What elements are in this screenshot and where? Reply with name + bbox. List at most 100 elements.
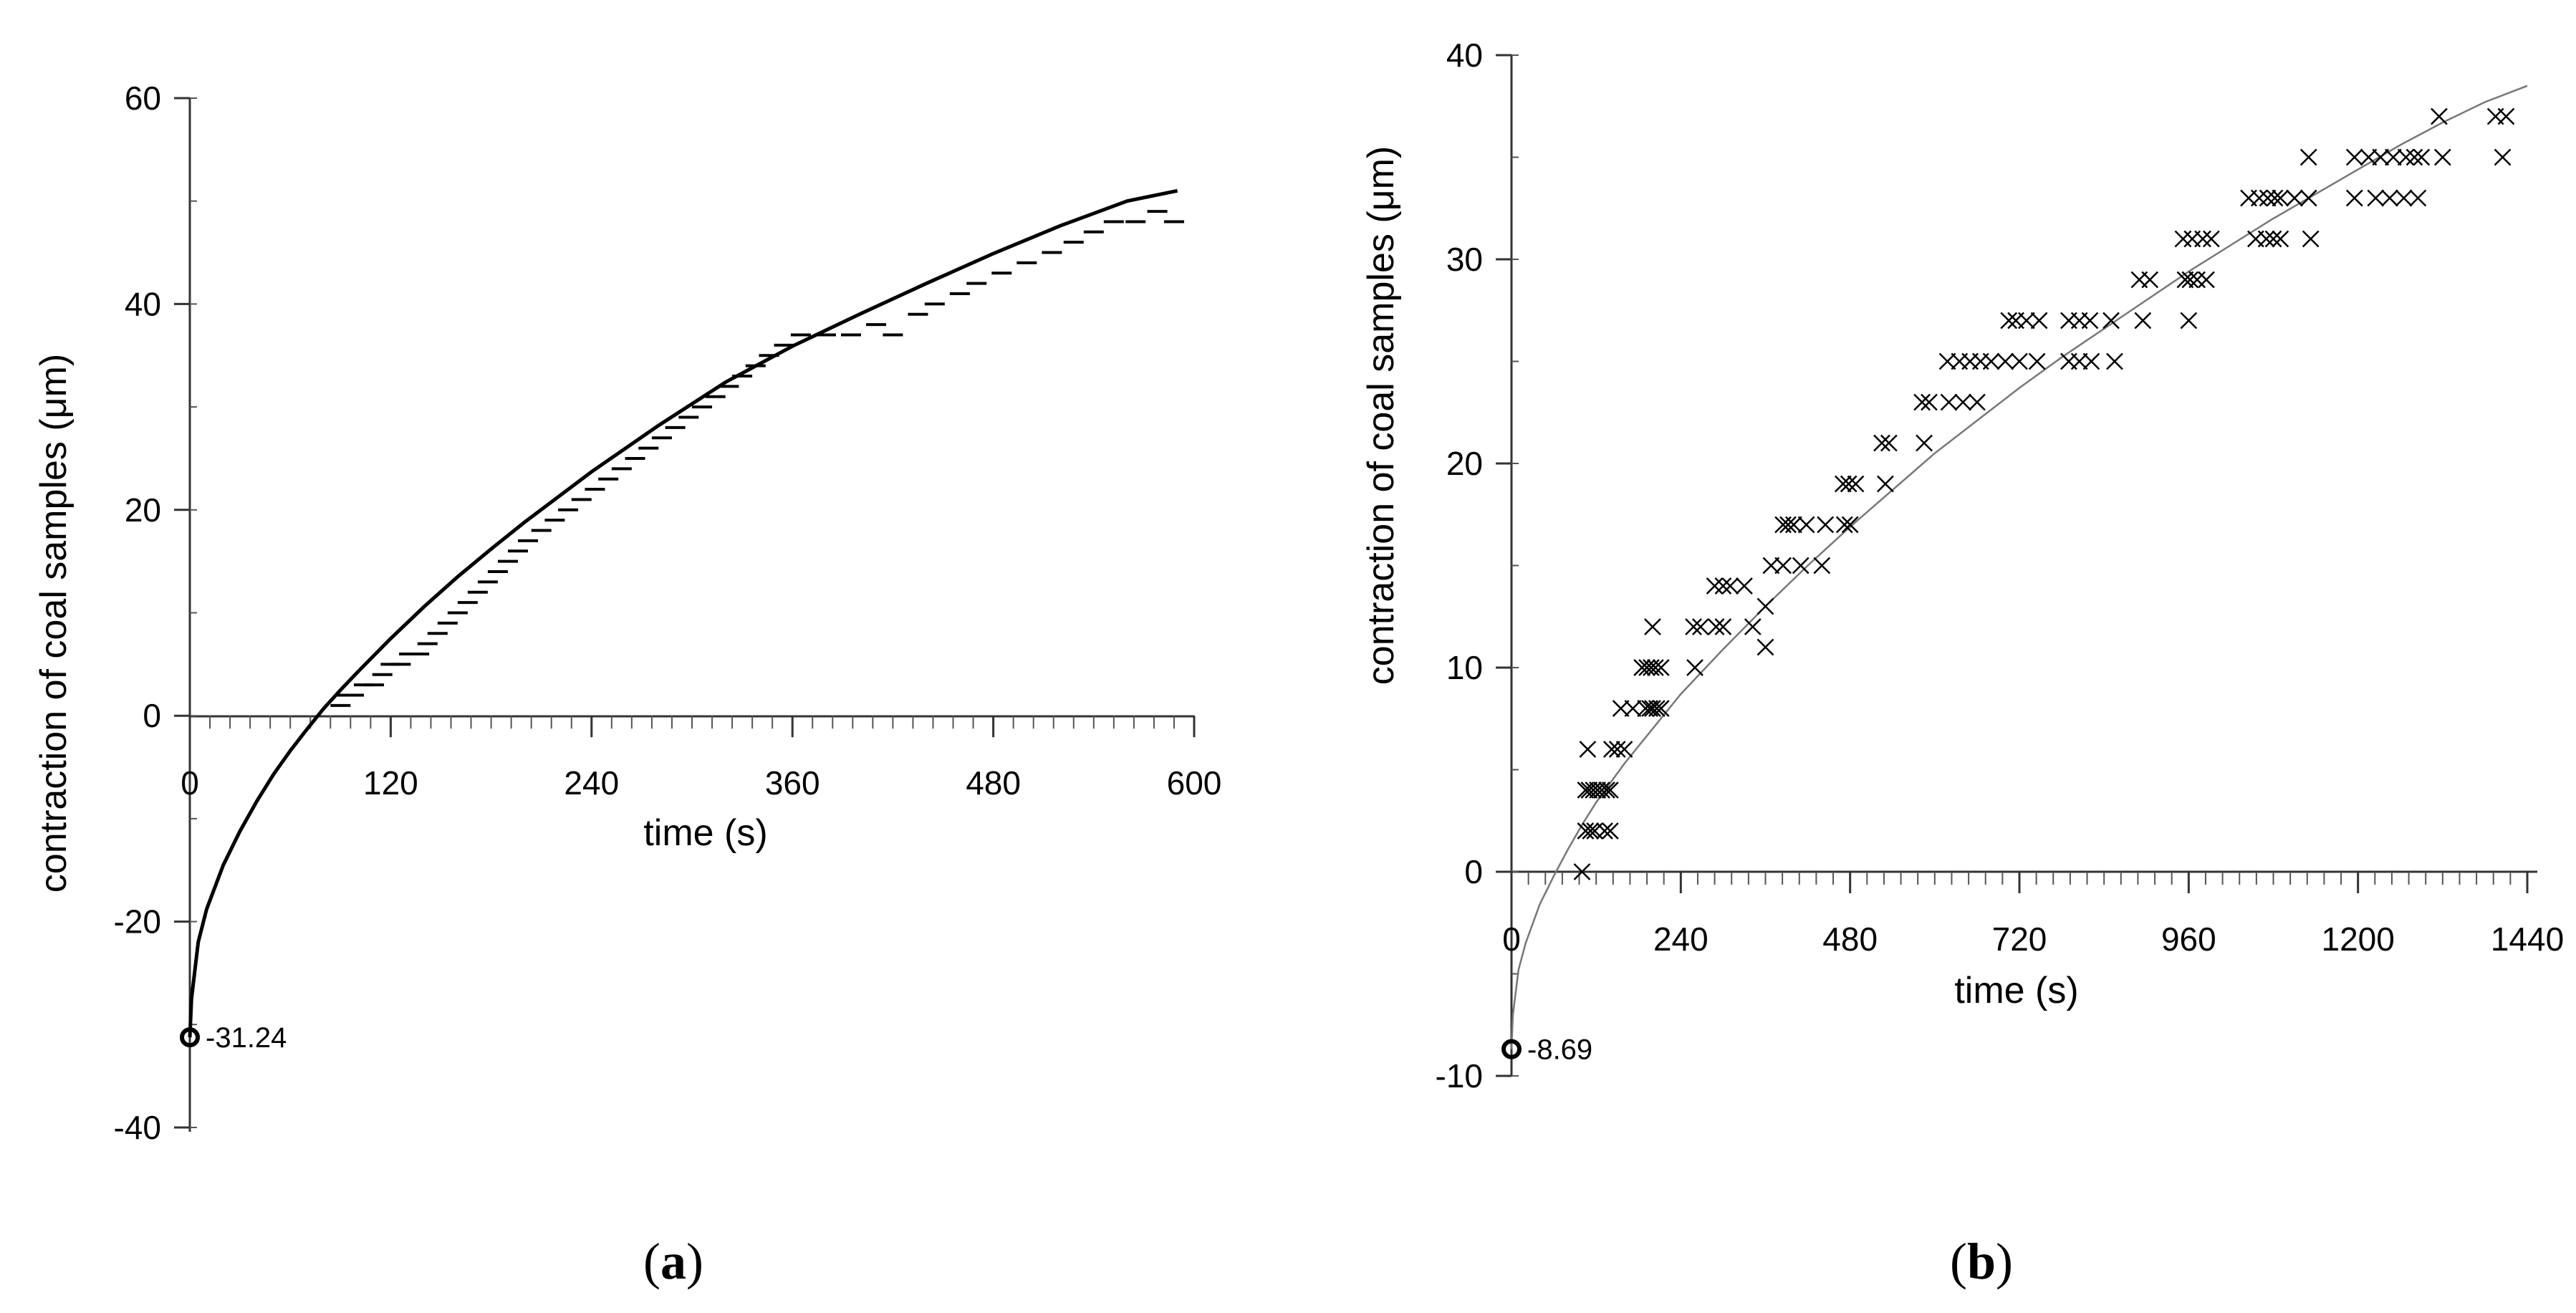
panel-b-origin-marker <box>1501 1039 1522 1059</box>
panel-a-y-label: contraction of coal samples (μm) <box>33 354 75 893</box>
b-data-point <box>1652 659 1670 676</box>
b-data-point <box>1873 434 1890 452</box>
b-data-point <box>1779 516 1797 534</box>
b-data-point <box>1880 434 1898 452</box>
b-data-point <box>1840 475 1857 493</box>
b-data-point <box>1847 475 1865 493</box>
a-y-tick-label: 0 <box>143 697 161 734</box>
b-data-point <box>2367 189 2385 207</box>
b-x-tick-label: 960 <box>2161 920 2216 958</box>
panel-b-y-label: contraction of coal samples (μm) <box>1360 146 1402 685</box>
b-data-point <box>1579 741 1597 758</box>
b-data-point <box>1954 393 1972 411</box>
b-data-point <box>2272 230 2289 248</box>
b-y-tick-label: 10 <box>1446 649 1483 686</box>
b-data-point <box>2176 271 2194 289</box>
b-x-tick-label: 480 <box>1822 920 1878 958</box>
b-data-point <box>1940 393 1958 411</box>
panel-b-data-points <box>1573 107 2515 880</box>
b-x-tick-label: 1200 <box>2321 920 2394 958</box>
b-data-point <box>1969 393 1986 411</box>
b-data-point <box>1646 659 1664 676</box>
b-data-point <box>2299 189 2317 207</box>
b-data-point <box>1596 822 1613 840</box>
svg-text:(: ( <box>1950 1233 1967 1290</box>
b-data-point <box>2180 312 2198 330</box>
panel-a-fit-curve <box>188 188 1178 1038</box>
a-y-tick-label: 40 <box>125 285 161 322</box>
b-y-tick-label: 40 <box>1446 37 1483 74</box>
chart-panel-a: -40 -20 0 20 40 60 0 120 240 360 480 600 -31.24 ti… <box>33 80 1221 1290</box>
b-data-point <box>1721 577 1739 595</box>
svg-text:): ) <box>686 1233 703 1290</box>
b-data-point <box>2433 148 2451 166</box>
b-data-point <box>1774 557 1792 574</box>
b-x-tick-label: 0 <box>1502 920 1521 958</box>
a-y-tick-label: 60 <box>125 80 161 117</box>
b-y-tick-label: 0 <box>1464 853 1483 890</box>
b-data-point <box>2028 352 2046 370</box>
b-data-point <box>1736 577 1753 595</box>
a-x-tick-label: 600 <box>1167 764 1222 802</box>
b-data-point <box>2017 312 2035 330</box>
b-data-point <box>1692 618 1709 635</box>
b-data-point <box>1577 781 1595 799</box>
svg-text:): ) <box>1996 1233 2013 1290</box>
panel-b-y-ticks: -10 0 10 20 30 40 <box>1436 37 1512 1095</box>
b-data-point <box>1652 700 1670 717</box>
b-data-point <box>2082 352 2100 370</box>
b-data-point <box>1762 557 1780 574</box>
b-data-point <box>2266 189 2284 207</box>
chart-panel-b: -10 0 10 20 30 40 0 240 480 720 960 1200 1440 -8.69… <box>1360 37 2564 1290</box>
b-data-point <box>1644 700 1661 717</box>
b-data-point <box>1601 781 1619 799</box>
svg-text:(: ( <box>643 1233 660 1290</box>
b-data-point <box>2397 148 2415 166</box>
b-data-point <box>1615 741 1633 758</box>
b-data-point <box>1593 781 1610 799</box>
b-data-point <box>1601 822 1619 840</box>
b-data-point <box>2174 230 2192 248</box>
b-data-point <box>1744 618 1762 635</box>
b-data-point <box>2409 189 2427 207</box>
b-data-point <box>1797 516 1815 534</box>
b-data-point <box>2202 230 2220 248</box>
b-data-point <box>2395 189 2413 207</box>
panel-a-y-ticks: -40 -20 0 20 40 60 <box>114 80 190 1146</box>
b-data-point <box>2299 148 2317 166</box>
b-data-point <box>2413 148 2431 166</box>
b-data-point <box>1921 393 1938 411</box>
b-y-tick-label: 20 <box>1446 445 1483 482</box>
a-y-tick-label: -20 <box>114 903 161 941</box>
b-data-point <box>2264 230 2282 248</box>
a-y-tick-label: 20 <box>125 491 161 529</box>
b-data-point <box>2345 189 2363 207</box>
panel-b-annotation: -8.69 <box>1527 1034 1592 1066</box>
b-data-point <box>1608 741 1626 758</box>
b-data-point <box>1982 352 2000 370</box>
b-data-point <box>2381 189 2398 207</box>
a-y-tick-label: -40 <box>114 1109 161 1146</box>
b-data-point <box>1633 659 1651 676</box>
b-data-point <box>2345 148 2363 166</box>
b-data-point <box>1582 822 1600 840</box>
b-data-point <box>2134 312 2152 330</box>
b-data-point <box>1573 863 1591 880</box>
b-x-tick-label: 720 <box>1992 920 2047 958</box>
b-data-point <box>2011 352 2028 370</box>
b-data-point <box>2070 352 2088 370</box>
b-y-tick-label: 30 <box>1446 241 1483 278</box>
b-data-point <box>2198 271 2215 289</box>
panel-a-origin-marker <box>180 1027 200 1048</box>
b-data-point <box>1996 352 2014 370</box>
b-data-point <box>1817 516 1835 534</box>
b-data-point <box>2497 107 2515 125</box>
a-x-tick-label: 120 <box>363 764 418 802</box>
panel-a-data-points <box>330 210 1184 707</box>
b-data-point <box>1577 822 1595 840</box>
b-y-tick-label: -10 <box>1436 1057 1483 1095</box>
b-data-point <box>2000 312 2018 330</box>
b-data-point <box>2431 107 2448 125</box>
b-data-point <box>1813 557 1831 574</box>
